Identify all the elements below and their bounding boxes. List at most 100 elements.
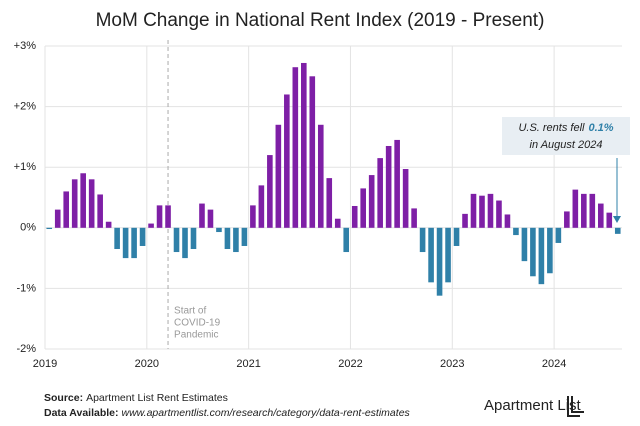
callout-box — [502, 117, 630, 155]
logo: Apartment List — [484, 397, 582, 414]
bar — [555, 227, 562, 243]
bar — [216, 227, 222, 233]
bar — [71, 179, 78, 228]
callout-highlight: 0.1% — [588, 122, 613, 134]
bar — [343, 227, 350, 253]
covid-label: Start of — [174, 306, 206, 317]
bar — [597, 203, 604, 228]
source-text: Apartment List Rent Estimates — [86, 392, 228, 404]
bar — [606, 212, 613, 228]
data-label: Data Available: — [44, 407, 119, 419]
y-tick-label: -1% — [16, 282, 36, 294]
bar — [97, 194, 103, 228]
source-label: Source: — [44, 392, 83, 404]
y-tick-label: +3% — [14, 40, 37, 52]
bar — [479, 195, 485, 228]
bar — [182, 227, 188, 259]
bar — [530, 227, 536, 277]
bar — [385, 145, 392, 228]
data-available: Data Available: www.apartmentlist.com/res… — [44, 407, 411, 419]
x-tick-label: 2023 — [440, 358, 464, 370]
bar — [199, 203, 205, 228]
bar — [309, 76, 316, 228]
bar — [402, 169, 409, 228]
bar — [258, 185, 265, 228]
bar — [453, 227, 460, 246]
bar — [139, 227, 146, 246]
bar — [377, 158, 383, 228]
callout-line1: U.S. rents fell 0.1% — [518, 122, 613, 134]
x-tick-label: 2019 — [33, 358, 57, 370]
bar — [173, 227, 180, 253]
bar — [88, 179, 95, 228]
bar — [436, 227, 443, 296]
bar — [207, 209, 214, 228]
bar — [614, 227, 621, 234]
covid-label: COVID-19 — [174, 318, 221, 329]
bar — [250, 205, 256, 228]
bar — [224, 227, 231, 250]
bar — [538, 227, 545, 285]
y-tick-label: -2% — [16, 343, 36, 355]
bar — [504, 214, 511, 228]
bar — [275, 124, 282, 228]
bar — [131, 227, 137, 259]
bar — [394, 139, 400, 228]
callout-arrowhead — [613, 216, 621, 223]
bar — [54, 209, 61, 228]
bar — [547, 227, 553, 274]
bar — [148, 223, 154, 228]
bar — [114, 227, 120, 250]
y-tick-label: +2% — [14, 101, 37, 113]
bar — [351, 205, 358, 228]
bar — [564, 211, 570, 228]
bar — [165, 205, 171, 228]
bar — [368, 175, 375, 228]
bar — [105, 221, 112, 228]
bar — [445, 227, 451, 283]
bar — [334, 218, 341, 228]
data-url: www.apartmentlist.com/research/category/… — [122, 407, 411, 419]
y-tick-label: 0% — [20, 222, 36, 234]
callout-line2: in August 2024 — [530, 139, 603, 151]
bar — [589, 193, 596, 228]
x-tick-label: 2020 — [135, 358, 159, 370]
x-tick-label: 2022 — [338, 358, 362, 370]
x-tick-label: 2021 — [236, 358, 260, 370]
bar — [462, 213, 468, 228]
bar — [360, 188, 366, 228]
bar — [487, 193, 494, 228]
x-tick-label: 2024 — [542, 358, 566, 370]
bar — [46, 227, 53, 230]
covid-label: Pandemic — [174, 330, 218, 341]
bar — [470, 193, 477, 228]
bar — [190, 227, 197, 250]
bar — [411, 208, 417, 228]
bar — [241, 227, 248, 246]
bar — [156, 205, 163, 228]
bar — [419, 227, 426, 253]
bar — [572, 189, 579, 228]
bar — [326, 178, 333, 228]
bar — [284, 94, 290, 228]
bar — [233, 227, 239, 253]
bar — [301, 62, 307, 228]
bar — [122, 227, 129, 259]
bar — [428, 227, 434, 283]
bar — [496, 200, 502, 228]
bar — [267, 155, 273, 228]
bar — [521, 227, 528, 262]
bar — [513, 227, 519, 236]
logo-icon — [567, 396, 584, 417]
bar — [581, 193, 587, 228]
callout-prefix: U.S. rents fell — [518, 122, 585, 134]
y-tick-label: +1% — [14, 161, 37, 173]
bar — [80, 173, 86, 228]
bar — [292, 67, 299, 228]
source: Source: Apartment List Rent Estimates — [44, 392, 228, 404]
bar — [317, 124, 324, 228]
chart-title: MoM Change in National Rent Index (2019 … — [96, 10, 545, 31]
bar — [63, 191, 70, 228]
